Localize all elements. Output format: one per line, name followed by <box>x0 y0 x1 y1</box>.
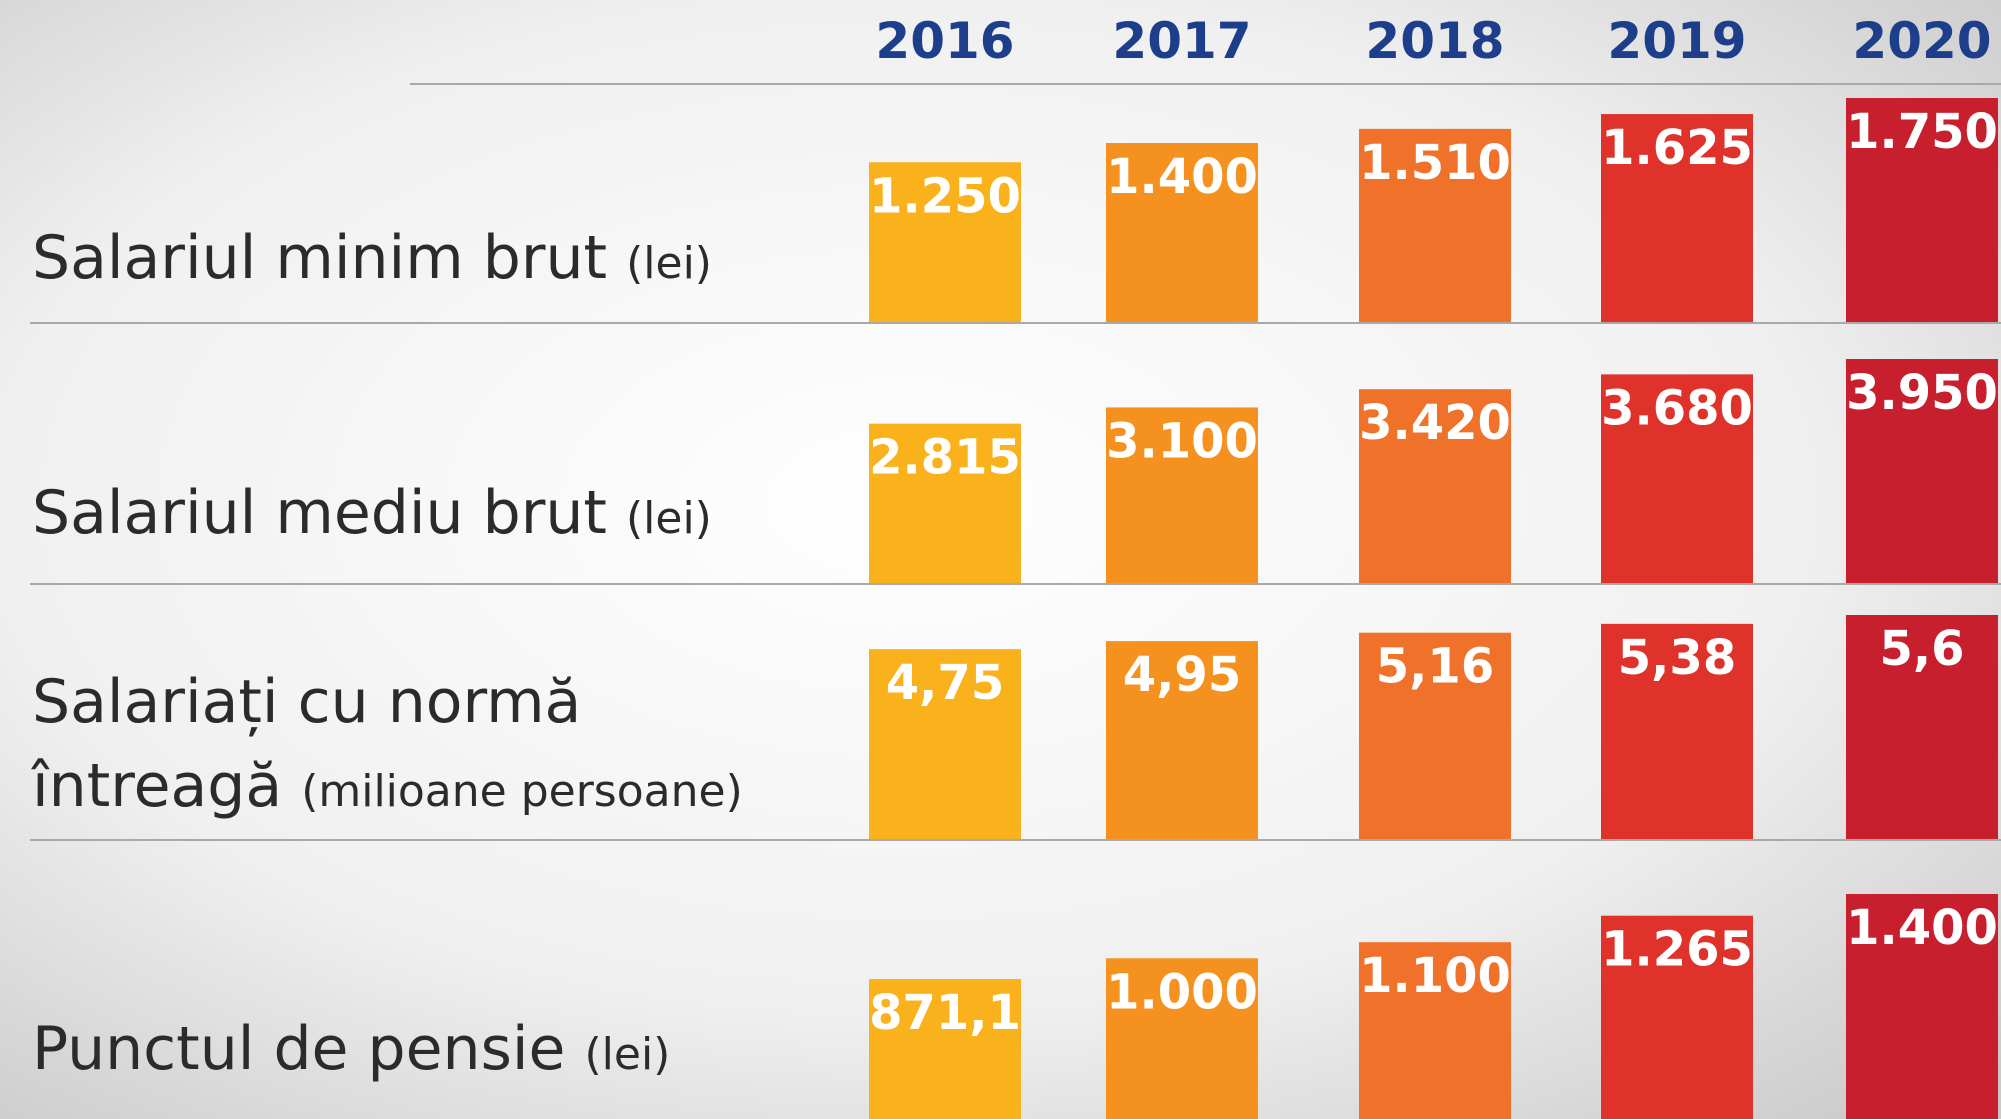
value-label: 5,6 <box>1879 621 1964 677</box>
row-label: Punctul de pensie (lei) <box>32 1014 670 1084</box>
row-label: întreagă (milioane persoane) <box>31 751 743 821</box>
bar <box>869 649 1021 840</box>
bar <box>1359 632 1511 840</box>
value-label: 1.265 <box>1601 922 1753 978</box>
bar <box>1846 359 1998 584</box>
year-label: 2018 <box>1365 12 1504 70</box>
value-label: 1.625 <box>1601 120 1753 176</box>
row-unit: (lei) <box>626 238 712 289</box>
bar <box>1601 114 1753 323</box>
bar <box>1846 98 1998 323</box>
value-label: 3.100 <box>1106 413 1258 469</box>
year-label: 2019 <box>1607 12 1746 70</box>
row-label-text: Punctul de pensie <box>32 1014 565 1084</box>
value-label: 1.510 <box>1359 135 1511 191</box>
bar <box>1601 915 1753 1119</box>
row-label-text: Salariați cu normă <box>32 667 581 737</box>
bar <box>1106 641 1258 840</box>
value-label: 2.815 <box>869 430 1021 486</box>
bar <box>1359 389 1511 584</box>
value-label: 1.000 <box>1106 964 1258 1020</box>
value-label: 3.680 <box>1601 380 1753 436</box>
value-label: 5,16 <box>1376 639 1494 695</box>
value-label: 4,95 <box>1123 647 1241 703</box>
bar <box>1106 143 1258 323</box>
row-unit: (milioane persoane) <box>301 766 743 817</box>
value-label: 4,75 <box>886 655 1004 711</box>
bar <box>1359 942 1511 1119</box>
value-label: 1.100 <box>1359 948 1511 1004</box>
value-label: 1.750 <box>1846 104 1998 160</box>
row-unit: (lei) <box>626 493 712 544</box>
bar <box>869 162 1021 323</box>
value-label: 1.400 <box>1106 149 1258 205</box>
bar <box>1846 615 1998 840</box>
bar <box>869 423 1021 584</box>
value-label: 3.420 <box>1359 395 1511 451</box>
year-label: 2020 <box>1852 12 1991 70</box>
value-label: 5,38 <box>1618 630 1736 686</box>
row-label: Salariul minim brut (lei) <box>32 223 712 293</box>
value-label: 871,1 <box>869 985 1021 1041</box>
row-unit: (lei) <box>585 1029 671 1080</box>
bar <box>1601 374 1753 584</box>
year-label: 2017 <box>1112 12 1251 70</box>
bar <box>1601 623 1753 840</box>
bar <box>1106 407 1258 584</box>
value-label: 1.400 <box>1846 900 1998 956</box>
bar <box>1106 958 1258 1119</box>
row-label: Salariul mediu brut (lei) <box>32 478 712 548</box>
bar <box>869 979 1021 1119</box>
value-label: 1.250 <box>869 168 1021 224</box>
value-label: 3.950 <box>1846 365 1998 421</box>
bar <box>1359 128 1511 323</box>
row-label-text: întreagă <box>31 751 282 821</box>
row-label-text: Salariul mediu brut <box>32 478 607 548</box>
bar <box>1846 894 1998 1119</box>
row-label-text: Salariul minim brut <box>32 223 607 293</box>
row-label: Salariați cu normă <box>32 667 581 737</box>
year-label: 2016 <box>875 12 1014 70</box>
